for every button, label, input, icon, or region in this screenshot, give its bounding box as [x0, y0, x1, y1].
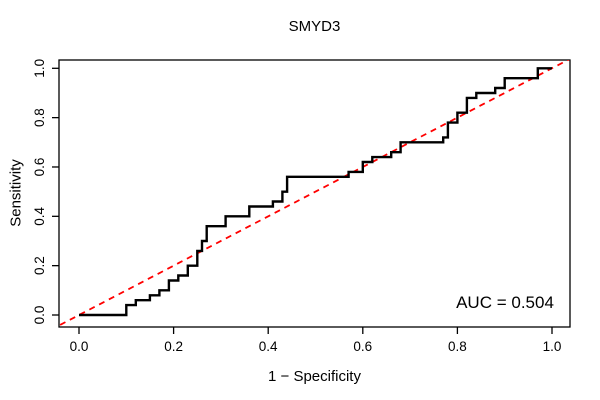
auc-annotation: AUC = 0.504 — [456, 293, 554, 312]
chance-diagonal-line — [59, 60, 570, 326]
x-axis-label: 1 − Specificity — [268, 368, 361, 385]
y-tick-label: 0.2 — [32, 256, 47, 275]
x-tick-label: 0.6 — [353, 339, 372, 354]
x-tick-label: 0.0 — [70, 339, 89, 354]
x-axis-ticks: 0.0 0.2 0.4 0.6 0.8 1.0 — [70, 327, 562, 354]
y-axis-ticks: 0.0 0.2 0.4 0.6 0.8 1.0 — [32, 59, 59, 324]
y-tick-label: 1.0 — [32, 59, 47, 78]
plot-box — [58, 59, 571, 328]
roc-curve-line — [79, 67, 552, 317]
x-tick-label: 0.4 — [259, 339, 278, 354]
y-tick-label: 0.6 — [32, 158, 47, 177]
x-tick-label: 1.0 — [543, 339, 562, 354]
y-tick-label: 0.4 — [32, 206, 47, 225]
y-axis-label: Sensitivity — [7, 159, 25, 227]
chart-title: SMYD3 — [288, 18, 341, 35]
y-tick-label: 0.0 — [32, 306, 47, 325]
x-tick-label: 0.2 — [164, 339, 183, 354]
x-tick-label: 0.8 — [448, 339, 467, 354]
y-tick-label: 0.8 — [32, 108, 47, 127]
